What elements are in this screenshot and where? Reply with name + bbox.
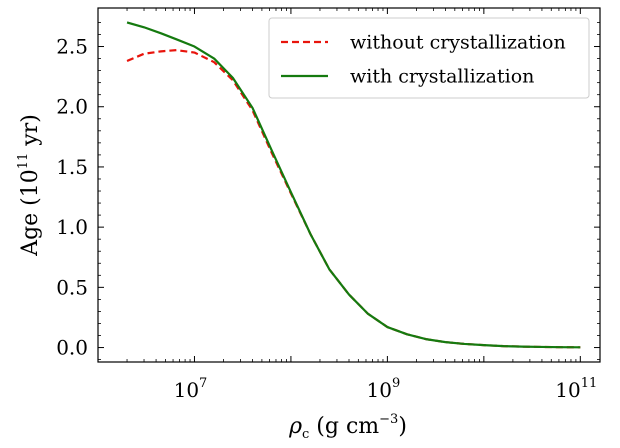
x-tick-label: 1011 [555,376,597,402]
x-axis-units-close: ) [398,414,407,439]
x-axis-subscript: c [302,427,309,442]
y-axis-exponent: 11 [16,153,31,170]
legend: without crystallization with crystalliza… [268,17,590,99]
x-axis-symbol: ρ [288,414,302,439]
series-layer [126,21,581,349]
legend-label-without-crystallization: without crystallization [350,32,566,54]
y-tick-label: 2.5 [56,35,88,59]
y-axis-label: Age (1011 yr) [16,114,43,257]
legend-box [268,17,590,99]
series-line-with-crystallization [126,21,581,349]
y-axis-tail: yr) [18,114,43,153]
y-tick-label: 0.5 [56,275,88,299]
y-tick-label: 2.0 [56,95,88,119]
y-tick-label: 1.5 [56,155,88,179]
x-tick-label: 109 [367,376,401,402]
x-tick-label: 107 [174,376,208,402]
x-axis-units-exponent: −3 [379,412,398,427]
legend-label-with-crystallization: with crystallization [350,66,534,88]
tick-layer: 0.0 0.5 1.0 1.5 2.0 2.5 107 109 1011 [56,8,600,402]
y-axis-main: Age (10 [18,169,43,257]
x-axis-units: (g cm [309,414,379,439]
x-axis-label: ρc (g cm−3) [288,412,407,442]
y-tick-label: 0.0 [56,336,88,360]
y-tick-label: 1.0 [56,215,88,239]
